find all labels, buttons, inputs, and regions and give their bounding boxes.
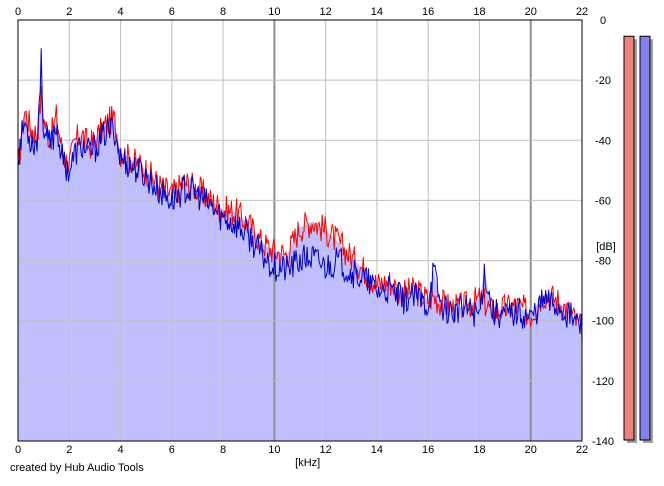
x-tick-label-top: 22 [576, 6, 588, 18]
x-axis-label: [kHz] [295, 457, 320, 469]
credit-text: created by Hub Audio Tools [10, 462, 144, 474]
x-tick-label-top: 0 [15, 6, 21, 18]
x-tick-label-top: 20 [525, 6, 537, 18]
y-tick-label: -40 [595, 135, 611, 147]
x-tick-label-top: 6 [169, 6, 175, 18]
y-tick-label: -120 [592, 376, 614, 388]
x-tick-label-bottom: 6 [169, 444, 175, 456]
x-tick-label-bottom: 0 [15, 444, 21, 456]
y-tick-label: -20 [595, 75, 611, 87]
y-axis-label: [dB] [596, 241, 616, 253]
x-tick-label-bottom: 22 [576, 444, 588, 456]
x-tick-label-bottom: 4 [117, 444, 123, 456]
x-tick-label-bottom: 12 [320, 444, 332, 456]
x-tick-label-bottom: 20 [525, 444, 537, 456]
x-tick-label-bottom: 16 [422, 444, 434, 456]
x-tick-label-top: 12 [320, 6, 332, 18]
level-meter-right [639, 35, 651, 441]
x-tick-label-bottom: 14 [371, 444, 383, 456]
x-tick-label-bottom: 2 [66, 444, 72, 456]
series-line-right [17, 48, 583, 334]
x-tick-label-bottom: 10 [268, 444, 280, 456]
y-tick-label: -100 [592, 316, 614, 328]
x-tick-label-top: 2 [66, 6, 72, 18]
plot-frame [17, 19, 583, 442]
spectrum-fill-area [18, 59, 582, 441]
y-tick-label: -60 [595, 195, 611, 207]
x-tick-label-top: 14 [371, 6, 383, 18]
series-line-left [17, 85, 583, 344]
y-tick-label: 0 [600, 15, 606, 27]
x-tick-label-top: 16 [422, 6, 434, 18]
x-tick-label-top: 8 [220, 6, 226, 18]
x-tick-label-bottom: 18 [473, 444, 485, 456]
level-meter-left [623, 35, 635, 441]
y-tick-label: -80 [595, 256, 611, 268]
x-tick-label-bottom: 8 [220, 444, 226, 456]
x-tick-label-top: 4 [117, 6, 123, 18]
x-tick-label-top: 18 [473, 6, 485, 18]
x-tick-label-top: 10 [268, 6, 280, 18]
y-tick-label: -140 [592, 436, 614, 448]
